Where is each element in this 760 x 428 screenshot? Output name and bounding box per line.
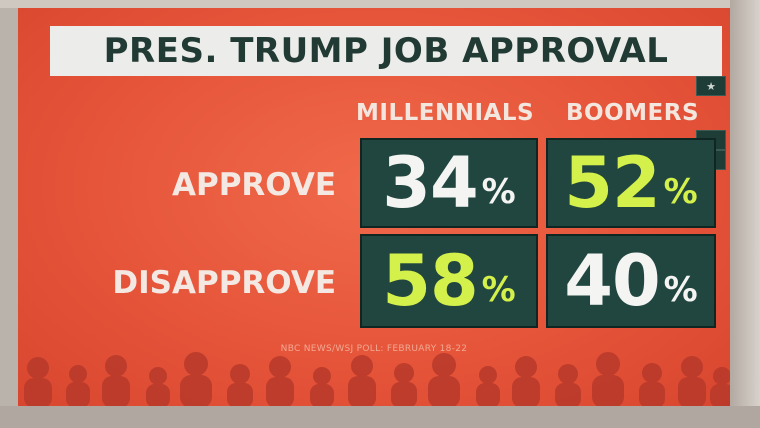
row-label-approve: APPROVE xyxy=(172,167,336,203)
cell-percent: % xyxy=(663,270,698,310)
cell-value: 34 xyxy=(382,142,478,224)
page-title: PRES. TRUMP JOB APPROVAL xyxy=(103,31,669,71)
column-header-boomers: BOOMERS xyxy=(566,100,700,126)
star-icon[interactable]: ★ xyxy=(696,76,726,96)
cell-value: 58 xyxy=(382,240,478,322)
crowd-silhouette xyxy=(24,352,730,406)
cell-disapprove-boomers: 40 % xyxy=(546,234,716,328)
cell-value: 52 xyxy=(564,142,660,224)
monitor-frame-bottom xyxy=(0,406,760,428)
cell-value: 40 xyxy=(564,240,660,322)
broadcast-screen: PRES. TRUMP JOB APPROVAL ★ ▬ ╲ MILLENNIA… xyxy=(18,8,730,406)
cell-approve-boomers: 52 % xyxy=(546,138,716,228)
source-caption: NBC NEWS/WSJ POLL: FEBRUARY 18-22 xyxy=(280,344,468,354)
cell-percent: % xyxy=(481,270,516,310)
row-label-disapprove: DISAPPROVE xyxy=(112,265,336,301)
monitor-frame-right xyxy=(730,0,760,428)
cell-percent: % xyxy=(663,172,698,212)
monitor-frame-top xyxy=(0,0,760,8)
cell-percent: % xyxy=(481,172,516,212)
column-header-millennials: MILLENNIALS xyxy=(356,100,535,126)
title-bar: PRES. TRUMP JOB APPROVAL xyxy=(50,26,722,76)
cell-approve-millennials: 34 % xyxy=(360,138,538,228)
cell-disapprove-millennials: 58 % xyxy=(360,234,538,328)
